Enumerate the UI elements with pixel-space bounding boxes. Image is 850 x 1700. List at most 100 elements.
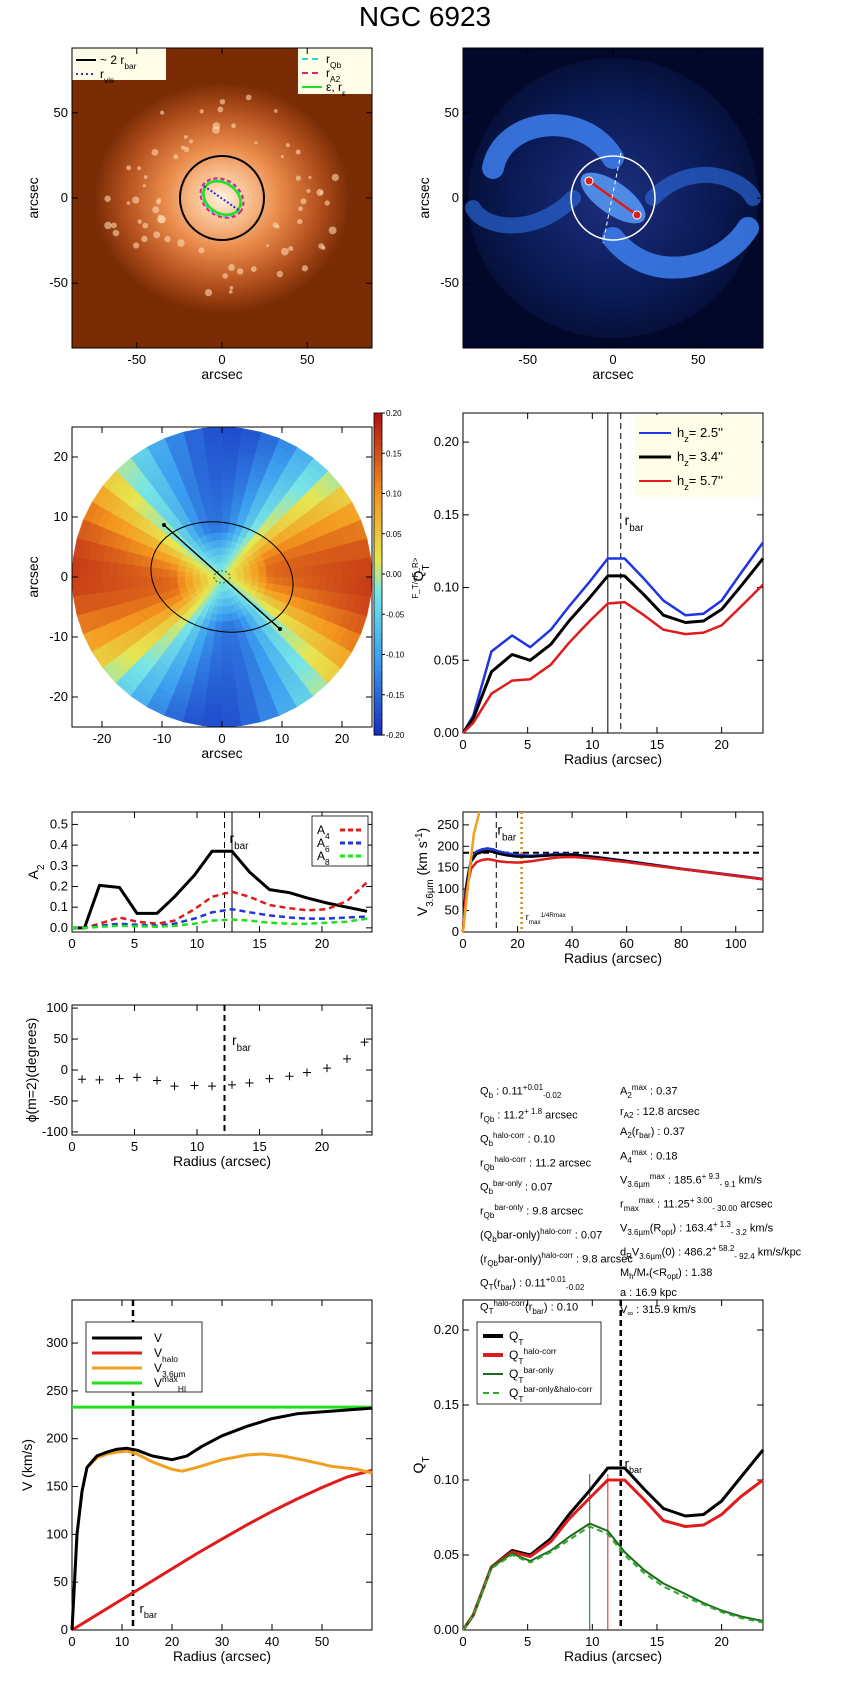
annotation-rbar: rbar	[625, 1456, 643, 1475]
label-part: V (km/s)	[19, 1439, 35, 1491]
y-tick-label: 0	[452, 924, 459, 939]
star-forming-knot	[126, 165, 132, 171]
colorbar-segment	[374, 541, 382, 548]
force-map-cell	[208, 673, 223, 683]
star-forming-knot	[280, 247, 289, 256]
force-map-cell	[206, 456, 223, 466]
x-tick-label: -50	[127, 352, 146, 367]
parameter-text: Q	[480, 1278, 489, 1291]
label-part: ϕ(m=2)(degrees)	[23, 1018, 39, 1123]
label-part: bar	[237, 1043, 252, 1054]
star-forming-knot	[212, 122, 221, 130]
inner-ellipse	[213, 570, 231, 584]
force-map-cell	[221, 539, 228, 548]
colorbar-segment	[374, 461, 382, 468]
force-map-cell	[203, 434, 223, 444]
parameter-row: rQbhalo-corr : 11.2 arcsec	[480, 1152, 633, 1176]
parameter-text: km/s	[735, 1174, 762, 1187]
force-map-cell	[139, 576, 148, 589]
parameter-text: A	[620, 1150, 628, 1163]
y-tick-label: 0	[61, 1622, 68, 1637]
parameter-text: a : 16.9 kpc	[620, 1287, 677, 1300]
star-forming-knot	[254, 141, 258, 145]
label-part: r	[232, 1032, 237, 1048]
parameter-text: (R	[649, 1222, 662, 1235]
colorbar-segment	[374, 595, 382, 602]
star-forming-knot	[142, 184, 146, 188]
parameter-row: rmaxmax : 11.25+ 3.00- 30.00 arcsec	[620, 1193, 801, 1217]
parameter-text: : 0.18	[646, 1150, 678, 1163]
label-part: 1/4Rmax	[541, 912, 567, 919]
star-forming-knot	[164, 235, 171, 243]
bar-axis-residual	[588, 179, 638, 217]
force-map-cell	[281, 567, 290, 578]
star-forming-knot	[295, 175, 301, 181]
label-part: V	[154, 1361, 162, 1375]
label-part: 2	[36, 865, 47, 870]
colorbar-segment	[374, 531, 382, 538]
bar-end-marker	[632, 210, 642, 220]
parameter-text: V	[620, 1303, 628, 1316]
parameter-text: (r	[631, 1126, 640, 1139]
data-point	[323, 1064, 331, 1073]
parameter-text: A	[620, 1085, 628, 1098]
star-forming-knot	[245, 94, 252, 101]
force-map-cell	[363, 557, 373, 578]
y-tick-label: 0.20	[434, 434, 459, 449]
label-part: V	[154, 1331, 162, 1345]
x-tick-label: 50	[300, 352, 314, 367]
y-tick-label: 0.05	[434, 652, 459, 667]
colorbar-segment	[374, 493, 382, 500]
series-line	[462, 1522, 764, 1631]
x-tick-label: 0	[459, 1634, 466, 1649]
parameter-text: r	[480, 1109, 484, 1122]
label-part: T	[518, 1356, 523, 1366]
colorbar-segment	[374, 584, 382, 591]
colorbar-segment	[374, 536, 382, 543]
star-forming-knot	[132, 196, 140, 204]
parameter-text: -0.02	[543, 1090, 562, 1100]
label-part: Q	[509, 1367, 518, 1381]
label-part: r	[100, 67, 104, 81]
bar-major-axis	[163, 524, 281, 630]
parameter-row: (Qbbar-only)halo-corr : 0.07	[480, 1224, 633, 1248]
parameter-text: (Q	[480, 1229, 493, 1242]
x-tick-label: 20	[714, 737, 728, 752]
x-axis-label: arcsec	[201, 366, 242, 382]
y-tick-label: -50	[440, 275, 459, 290]
parameter-text: : 0.10	[524, 1133, 556, 1146]
series-line	[72, 849, 368, 930]
y-axis-label: V3.6µm (km s-1)	[414, 828, 436, 916]
star-forming-knot	[142, 222, 149, 229]
force-map-cell	[154, 567, 163, 578]
series-line	[72, 917, 368, 930]
y-tick-label: 20	[54, 449, 68, 464]
y-tick-label: 0.4	[50, 837, 68, 852]
force-map-cell	[214, 621, 223, 630]
colorbar-segment	[374, 520, 382, 527]
parameter-text: max	[631, 1083, 647, 1092]
y-tick-label: 100	[46, 1526, 68, 1541]
x-tick-label: 0	[218, 731, 225, 746]
star-forming-knot	[308, 175, 312, 180]
legend-label: QTbar-only	[509, 1365, 555, 1385]
parameter-text: : 12.8 arcsec	[633, 1106, 700, 1119]
y-tick-label: 0.0	[50, 920, 68, 935]
colorbar-tick-label: -0.10	[386, 651, 405, 660]
parameter-text: ) : 0.11	[512, 1278, 546, 1291]
colorbar-segment	[374, 498, 382, 505]
y-tick-label: 50	[445, 105, 459, 120]
data-point	[303, 1068, 311, 1077]
x-axis-label: Radius (arcsec)	[564, 1648, 662, 1664]
force-map-cell	[221, 441, 240, 451]
y-tick-label: 250	[46, 1383, 68, 1398]
x-tick-label: 10	[275, 731, 289, 746]
parameter-text: : 0.07	[521, 1181, 553, 1194]
x-tick-label: 5	[524, 1634, 531, 1649]
force-map-cell	[340, 560, 350, 578]
x-tick-label: 10	[585, 1634, 599, 1649]
colorbar-segment	[374, 552, 382, 559]
force-map-cell	[86, 576, 96, 595]
label-part: bar	[124, 61, 136, 71]
parameter-text: 4	[627, 1155, 632, 1165]
